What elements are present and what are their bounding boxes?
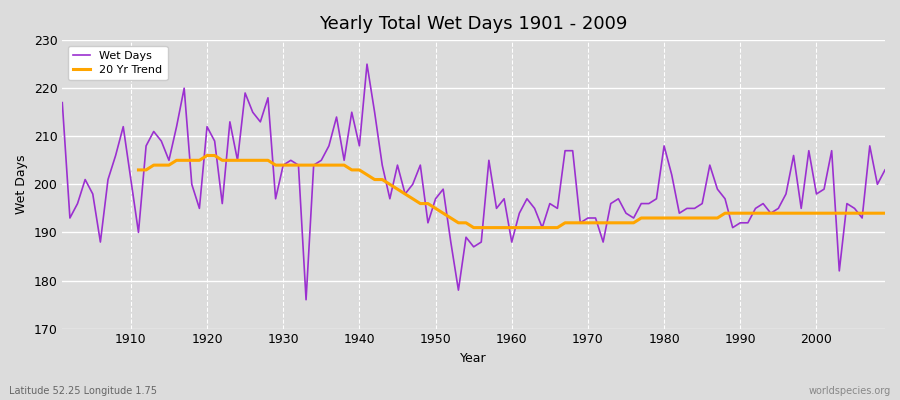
Wet Days [57,100,68,105]
20 Yr Trend [369,177,380,182]
Wet Days [514,211,525,216]
20 Yr Trend [202,153,212,158]
Wet Days [285,158,296,163]
Title: Yearly Total Wet Days 1901 - 2009: Yearly Total Wet Days 1901 - 2009 [320,15,628,33]
Wet Days [118,124,129,129]
X-axis label: Year: Year [460,352,487,365]
20 Yr Trend [468,225,479,230]
20 Yr Trend [735,211,746,216]
20 Yr Trend [879,211,890,216]
Line: Wet Days: Wet Days [62,64,885,300]
Wet Days [338,158,349,163]
20 Yr Trend [544,225,555,230]
Wet Days [362,62,373,66]
Line: 20 Yr Trend: 20 Yr Trend [139,156,885,228]
Wet Days [613,196,624,201]
20 Yr Trend [338,163,349,168]
Wet Days [522,196,533,201]
Wet Days [301,297,311,302]
20 Yr Trend [316,163,327,168]
Legend: Wet Days, 20 Yr Trend: Wet Days, 20 Yr Trend [68,46,167,80]
Text: worldspecies.org: worldspecies.org [809,386,891,396]
20 Yr Trend [133,168,144,172]
20 Yr Trend [522,225,533,230]
Wet Days [879,168,890,172]
Text: Latitude 52.25 Longitude 1.75: Latitude 52.25 Longitude 1.75 [9,386,157,396]
Y-axis label: Wet Days: Wet Days [15,154,28,214]
